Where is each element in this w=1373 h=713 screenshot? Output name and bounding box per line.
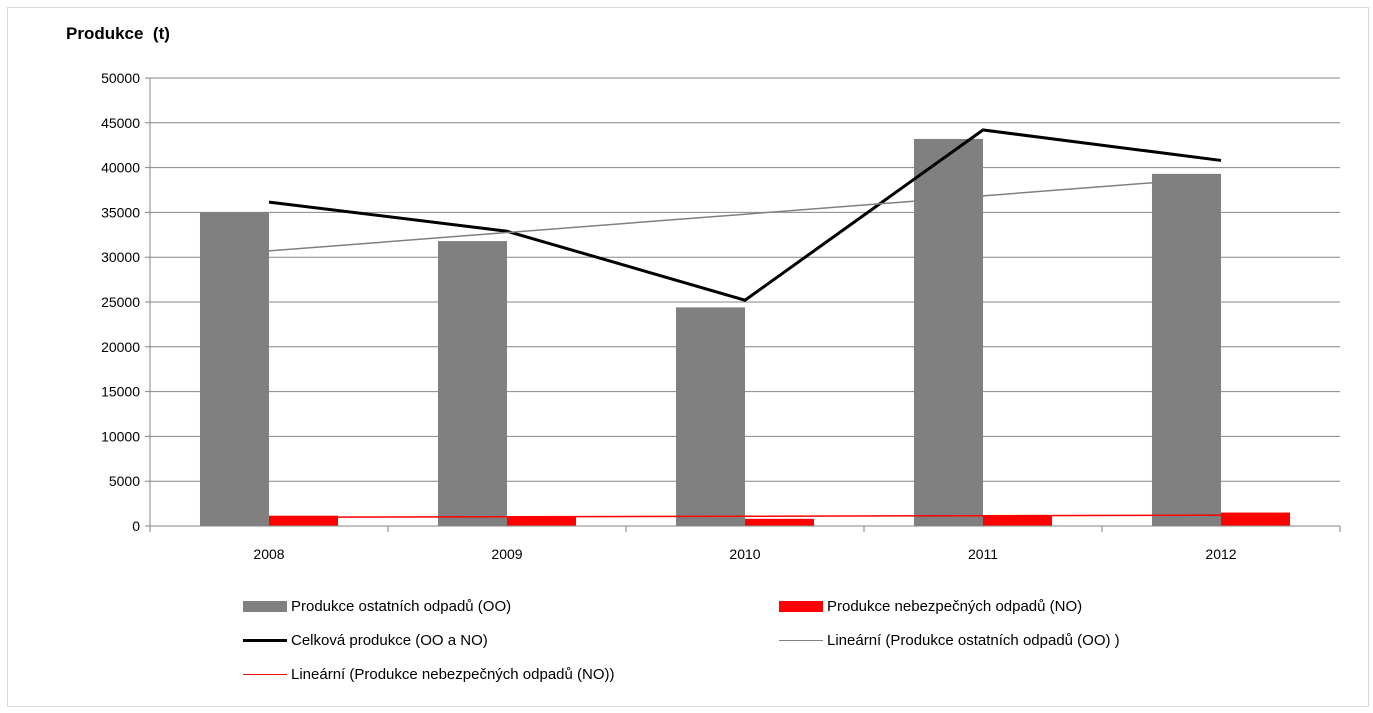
legend-label: Lineární (Produkce ostatních odpadů (OO)… [827,632,1120,649]
y-tick-label: 5000 [109,473,140,489]
y-tick-label: 10000 [101,428,140,444]
x-tick-label: 2012 [1205,546,1236,562]
legend-label: Lineární (Produkce nebezpečných odpadů (… [291,666,615,683]
y-tick-label: 45000 [101,115,140,131]
x-tick-label: 2011 [968,546,998,562]
legend-total-line: Celková produkce (OO a NO) [243,632,488,649]
x-tick-label: 2009 [491,546,522,562]
legend-swatch [243,601,287,612]
lines-layer [268,128,1222,519]
legend-label: Celková produkce (OO a NO) [291,632,488,649]
x-tick-label: 2008 [253,546,284,562]
legend-label: Produkce nebezpečných odpadů (NO) [827,598,1083,615]
y-tick-label: 35000 [101,204,140,220]
bar-oo-2010 [675,307,745,526]
legend-no-bars: Produkce nebezpečných odpadů (NO) [779,598,1082,615]
trendline-4 [268,514,1222,519]
bar-no-2012 [1221,512,1291,526]
y-tick-label: 0 [132,518,140,534]
legend-swatch [779,601,823,612]
legend-oo-bars: Produkce ostatních odpadů (OO) [243,598,511,615]
bar-oo-2009 [437,241,507,526]
y-tick-label: 30000 [101,249,140,265]
legend-label: Produkce ostatních odpadů (OO) [291,598,512,615]
bar-oo-2012 [1151,173,1221,526]
bar-no-2009 [507,516,577,526]
bar-no-2008 [269,515,339,526]
legend-no-trend: Lineární (Produkce nebezpečných odpadů (… [243,666,615,683]
legend-oo-trend: Lineární (Produkce ostatních odpadů (OO)… [779,632,1120,649]
y-tick-label: 25000 [101,294,140,310]
x-tick-label: 2010 [729,546,760,562]
chart-title: Produkce (t) [66,24,170,43]
bar-no-2010 [745,518,815,526]
y-tick-label: 40000 [101,160,140,176]
axis-layer: 0 5000 10000 15000 20000 25000 30000 35000 40000… [101,70,1341,562]
legend-swatch [243,639,287,642]
y-tick-label: 50000 [101,70,140,86]
bars-layer [199,138,1291,527]
series-line-total [268,128,1222,302]
bar-no-2011 [983,515,1053,526]
trendline-3 [268,176,1222,252]
y-tick-label: 15000 [101,384,140,400]
bar-oo-2011 [913,138,983,527]
y-tick-label: 20000 [101,339,140,355]
legend-swatch [779,639,823,642]
bar-oo-2008 [199,212,269,526]
legend-swatch [243,673,287,676]
